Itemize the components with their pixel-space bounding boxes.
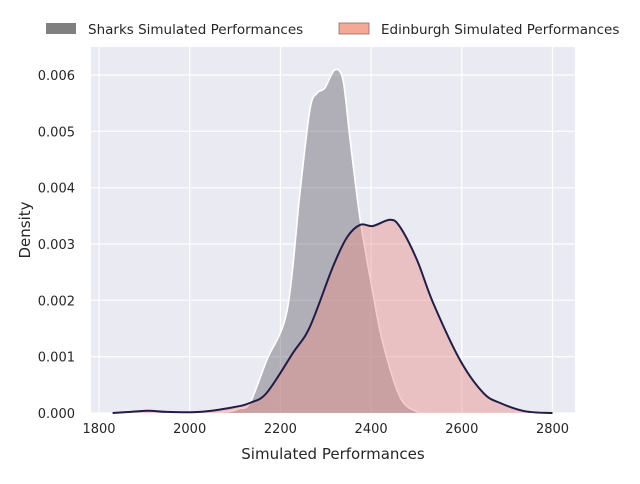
edinburgh-density-line [112, 218, 553, 414]
x-axis-label: Simulated Performances [241, 445, 425, 463]
y-tick-label: 0.004 [38, 182, 75, 197]
legend-label-edinburgh: Edinburgh Simulated Performances [381, 22, 619, 38]
plot-background [91, 47, 575, 413]
legend-label-sharks: Sharks Simulated Performances [88, 22, 303, 38]
x-tick-label: 2600 [445, 422, 478, 437]
y-tick-label: 0.006 [38, 69, 75, 84]
y-tick-label: 0.002 [38, 294, 75, 309]
sharks-density-fill [216, 69, 431, 414]
y-tick-label: 0.001 [38, 351, 75, 366]
y-tick-label: 0.000 [38, 407, 75, 422]
x-tick-label: 2200 [264, 422, 297, 437]
y-tick-label: 0.003 [38, 238, 75, 253]
x-tick-label: 1800 [82, 422, 115, 437]
edinburgh-density-fill [112, 219, 553, 413]
x-tick-labels: 1800 2000 2200 2400 2600 2800 [82, 422, 569, 437]
y-tick-label: 0.005 [38, 125, 75, 140]
legend-swatch-edinburgh [338, 22, 370, 35]
y-tick-labels: 0.000 0.001 0.002 0.003 0.004 0.005 0.006 [38, 69, 75, 422]
grid-lines [91, 47, 575, 414]
series-layer [112, 68, 553, 415]
legend: Sharks Simulated Performances Edinburgh … [46, 22, 619, 38]
x-tick-label: 2400 [355, 422, 388, 437]
x-tick-label: 2800 [536, 422, 569, 437]
legend-swatch-sharks [46, 23, 76, 34]
y-axis-label: Density [16, 201, 34, 258]
x-tick-label: 2000 [173, 422, 206, 437]
